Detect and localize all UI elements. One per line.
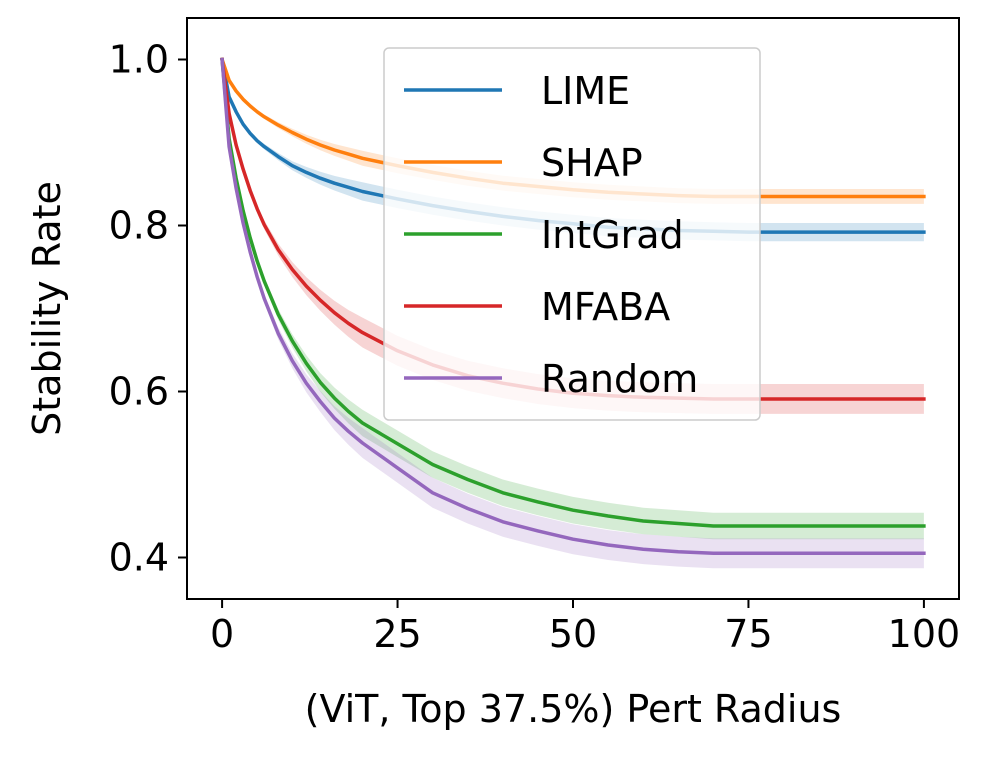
x-axis-label: (ViT, Top 37.5%) Pert Radius bbox=[305, 687, 842, 731]
legend: LIME SHAP IntGrad MFABA Random bbox=[383, 47, 761, 421]
x-tick-label: 25 bbox=[373, 612, 421, 656]
y-tick-label: 0.6 bbox=[109, 370, 169, 414]
x-tick-label: 100 bbox=[888, 612, 961, 656]
line-intgrad bbox=[220, 57, 926, 528]
y-tick-label: 1.0 bbox=[109, 38, 169, 82]
x-tick-label: 75 bbox=[724, 612, 772, 656]
y-axis-label: Stability Rate bbox=[25, 181, 69, 436]
x-tick-label: 50 bbox=[549, 612, 597, 656]
y-tick-label: 0.8 bbox=[109, 204, 169, 248]
legend-label-lime: LIME bbox=[541, 69, 630, 113]
legend-label-mfaba: MFABA bbox=[541, 285, 670, 329]
line-random bbox=[220, 57, 926, 556]
x-tick-label: 0 bbox=[210, 612, 234, 656]
legend-label-random: Random bbox=[541, 357, 698, 401]
legend-box bbox=[383, 47, 761, 421]
y-tick-label: 0.4 bbox=[109, 536, 169, 580]
y-axis-ticks: 0.4 0.6 0.8 1.0 bbox=[109, 38, 187, 580]
legend-label-intgrad: IntGrad bbox=[541, 213, 684, 257]
legend-label-shap: SHAP bbox=[541, 141, 643, 185]
x-axis-ticks: 0 25 50 75 100 bbox=[210, 599, 960, 656]
